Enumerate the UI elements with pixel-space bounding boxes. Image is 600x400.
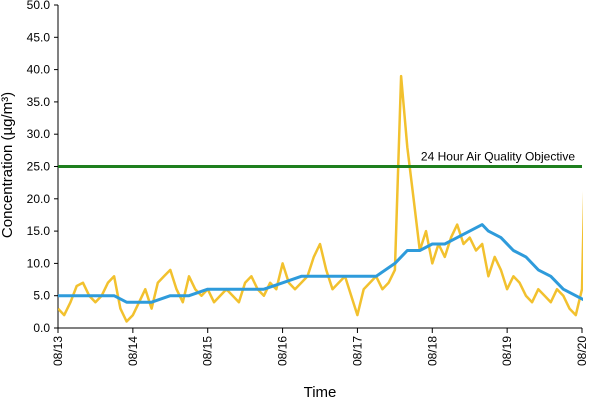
x-tick-label: 08/16: [276, 336, 290, 366]
y-tick-label: 45.0: [27, 30, 51, 44]
x-tick-label: 08/15: [201, 336, 215, 366]
x-tick-label: 08/17: [350, 336, 364, 366]
y-tick-label: 50.0: [27, 0, 51, 12]
objective-label: 24 Hour Air Quality Objective: [421, 150, 575, 164]
y-tick-label: 5.0: [33, 289, 50, 303]
x-tick-label: 08/13: [51, 336, 65, 366]
series-group: [58, 74, 583, 323]
x-tick-label: 08/19: [500, 336, 514, 366]
x-axis-title: Time: [304, 384, 337, 400]
x-tick-label: 08/20: [575, 336, 589, 366]
plot-area: 0.0 5.0 10.0 15.0 20.0 25.0 30.0 35.0 40.0 45.0 50…: [27, 0, 589, 366]
series-line-blue: [58, 223, 583, 304]
y-tick-label: 35.0: [27, 95, 51, 109]
y-tick-label: 20.0: [27, 192, 51, 206]
y-tick-label: 10.0: [27, 256, 51, 270]
y-tick-label: 15.0: [27, 224, 51, 238]
y-tick-label: 30.0: [27, 127, 51, 141]
x-tick-label: 08/18: [425, 336, 439, 366]
y-tick-label: 25.0: [27, 160, 51, 174]
x-tick-label: 08/14: [126, 336, 140, 366]
series-line-yellow: [58, 74, 583, 323]
y-tick-label: 0.0: [33, 321, 50, 335]
y-axis-title: Concentration (µg/m³): [0, 92, 16, 238]
y-tick-label: 40.0: [27, 63, 51, 77]
